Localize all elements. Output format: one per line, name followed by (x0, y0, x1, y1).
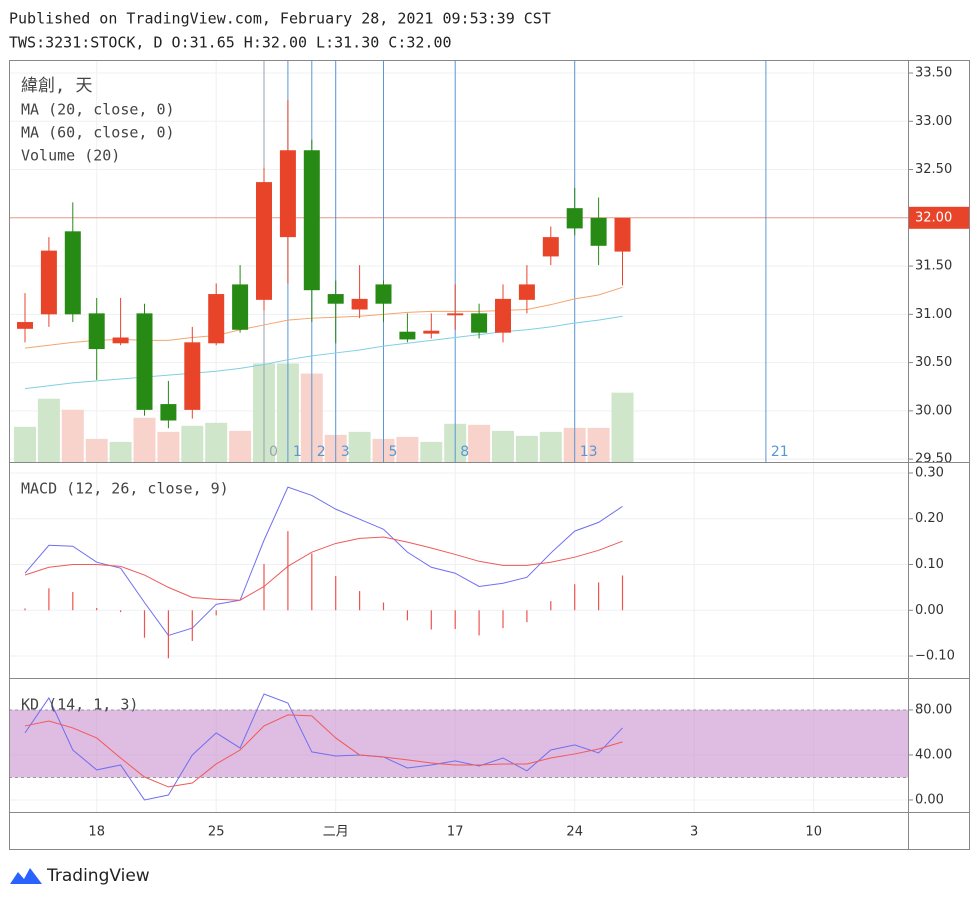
y-tick-label: 0.10 (915, 557, 944, 572)
y-tick-label: 31.50 (915, 259, 952, 274)
candle-body (542, 237, 559, 257)
y-tick-label: 32.50 (915, 162, 952, 177)
fib-zone-label: 3 (341, 444, 350, 460)
x-tick-label: 二月 (323, 825, 349, 840)
volume-bar (468, 424, 491, 462)
candle-body (351, 298, 368, 310)
candle-body (232, 284, 249, 330)
legend-title: 緯創, 天 (21, 76, 92, 96)
candle-body (303, 150, 320, 291)
volume-bar (133, 417, 156, 462)
moving-average (24, 315, 623, 390)
volume-bar (181, 425, 204, 462)
last-price-box (908, 206, 970, 229)
candle-body (208, 294, 225, 344)
candle-body (279, 150, 296, 238)
fib-zone-label: 13 (580, 444, 598, 460)
candle-body (327, 294, 344, 304)
fib-zone-label: 5 (389, 444, 398, 460)
y-tick-label: 40.00 (915, 747, 952, 762)
volume-bar (587, 427, 610, 462)
y-tick-label: 30.50 (915, 355, 952, 370)
candle-body (399, 331, 416, 340)
fib-zone-label: 0 (269, 444, 278, 460)
indicator-line (24, 536, 623, 601)
volume-bar (611, 392, 634, 462)
y-tick-label: 30.00 (915, 403, 952, 418)
legend-entry: MA (60, close, 0) (21, 124, 175, 142)
frame (9, 60, 970, 850)
y-tick-label: 33.00 (915, 114, 952, 129)
last-price-label: 32.00 (915, 210, 952, 225)
fib-zone-label: 8 (460, 444, 469, 460)
y-tick-label: 80.00 (915, 702, 952, 717)
y-tick-label: 31.00 (915, 307, 952, 322)
candle-body (40, 250, 57, 315)
header-line: Published on TradingView.com, February 2… (9, 10, 551, 28)
volume-bar (420, 441, 443, 462)
x-tick-label: 24 (566, 825, 583, 840)
volume-bar (348, 431, 371, 462)
pane-title: MACD (12, 26, close, 9) (21, 480, 229, 498)
volume-bar (61, 409, 84, 462)
x-tick-label: 17 (447, 825, 464, 840)
candle-body (375, 284, 392, 304)
candle-body (64, 231, 81, 315)
y-tick-label: 33.50 (915, 66, 952, 81)
y-tick-label: 0.00 (915, 792, 944, 807)
volume-bar (37, 398, 60, 462)
volume-bar (229, 430, 252, 462)
candle-body (17, 322, 33, 329)
fib-zone-label: 2 (317, 444, 326, 460)
fib-zone-label: 21 (771, 444, 789, 460)
chart-area: 18 25 二月 17 24 3 1029.5030.0030.5031.0031.5032… (9, 60, 970, 840)
candle-body (160, 404, 177, 421)
candle-body (471, 313, 488, 333)
logo[interactable]: TradingView (10, 866, 150, 886)
candle-body (184, 342, 201, 410)
logo-text: TradingView (46, 866, 150, 886)
candle-body (423, 330, 440, 334)
candle-body (112, 337, 129, 344)
legend-entry: MA (20, close, 0) (21, 101, 175, 119)
candle-body (136, 313, 153, 410)
kd-band (9, 709, 908, 778)
candle-body (88, 313, 105, 350)
volume-bar (396, 436, 419, 462)
indicator-line (24, 693, 623, 801)
candle-body (256, 182, 272, 300)
y-tick-label: −0.10 (915, 649, 955, 664)
volume-bar (14, 426, 36, 462)
y-tick-label: 0.30 (915, 465, 944, 480)
y-tick-label: 29.50 (915, 452, 952, 467)
candle-body (447, 313, 464, 316)
x-tick-label: 18 (88, 825, 105, 840)
candle-body (566, 208, 583, 229)
candle-body (590, 217, 607, 246)
indicator-line (24, 486, 623, 637)
logo-icon (10, 868, 42, 884)
candle-body (614, 217, 631, 252)
fib-zone-label: 1 (293, 444, 302, 460)
volume-bar (157, 431, 180, 462)
y-tick-label: 0.00 (915, 603, 944, 618)
legend-entry: Volume (20) (21, 147, 120, 165)
x-tick-label: 10 (805, 825, 822, 840)
pane-title: KD (14, 1, 3) (21, 696, 138, 714)
y-tick-label: 0.20 (915, 511, 944, 526)
volume-bar (539, 431, 562, 462)
header-line: TWS:3231:STOCK, D O:31.65 H:32.00 L:31.3… (9, 34, 452, 52)
volume-bar (85, 438, 108, 462)
volume-bar (109, 441, 132, 462)
volume-bar (492, 430, 514, 462)
indicator-line (24, 714, 623, 788)
candle-body (495, 298, 511, 333)
volume-bar (515, 435, 538, 462)
candle-body (518, 284, 535, 300)
volume-bar (205, 422, 228, 462)
x-tick-label: 3 (690, 825, 698, 840)
x-tick-label: 25 (208, 825, 225, 840)
